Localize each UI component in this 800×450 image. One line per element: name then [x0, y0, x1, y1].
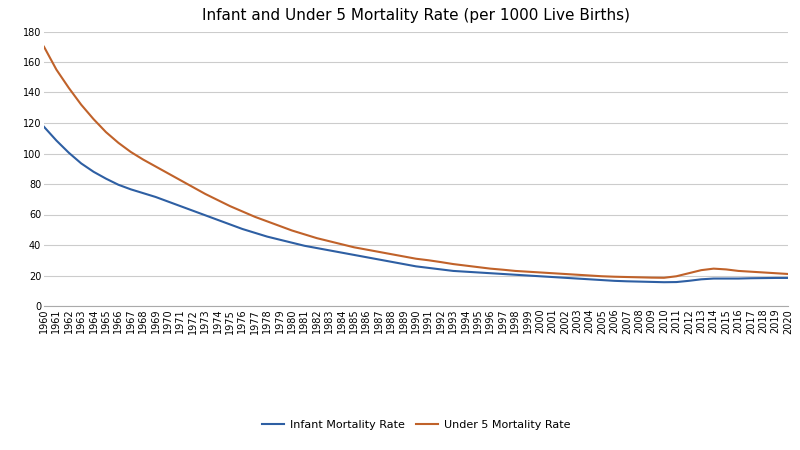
- Infant Mortality Rate: [39, 124, 49, 130]
- Infant Mortality Rate: [659, 279, 669, 285]
- Under 5 Mortality Rate: [486, 266, 495, 271]
- Infant Mortality Rate: [188, 208, 198, 213]
- Under 5 Mortality Rate: [783, 271, 793, 277]
- Infant Mortality Rate: [213, 217, 222, 223]
- Under 5 Mortality Rate: [436, 259, 446, 265]
- Under 5 Mortality Rate: [213, 197, 222, 202]
- Line: Infant Mortality Rate: Infant Mortality Rate: [44, 127, 788, 282]
- Under 5 Mortality Rate: [300, 232, 310, 237]
- Infant Mortality Rate: [436, 267, 446, 272]
- Line: Under 5 Mortality Rate: Under 5 Mortality Rate: [44, 47, 788, 278]
- Title: Infant and Under 5 Mortality Rate (per 1000 Live Births): Infant and Under 5 Mortality Rate (per 1…: [202, 9, 630, 23]
- Infant Mortality Rate: [486, 270, 495, 276]
- Infant Mortality Rate: [697, 277, 706, 282]
- Under 5 Mortality Rate: [659, 275, 669, 280]
- Legend: Infant Mortality Rate, Under 5 Mortality Rate: Infant Mortality Rate, Under 5 Mortality…: [258, 416, 574, 435]
- Infant Mortality Rate: [783, 275, 793, 281]
- Under 5 Mortality Rate: [697, 267, 706, 273]
- Under 5 Mortality Rate: [188, 184, 198, 190]
- Under 5 Mortality Rate: [39, 44, 49, 50]
- Infant Mortality Rate: [300, 243, 310, 248]
